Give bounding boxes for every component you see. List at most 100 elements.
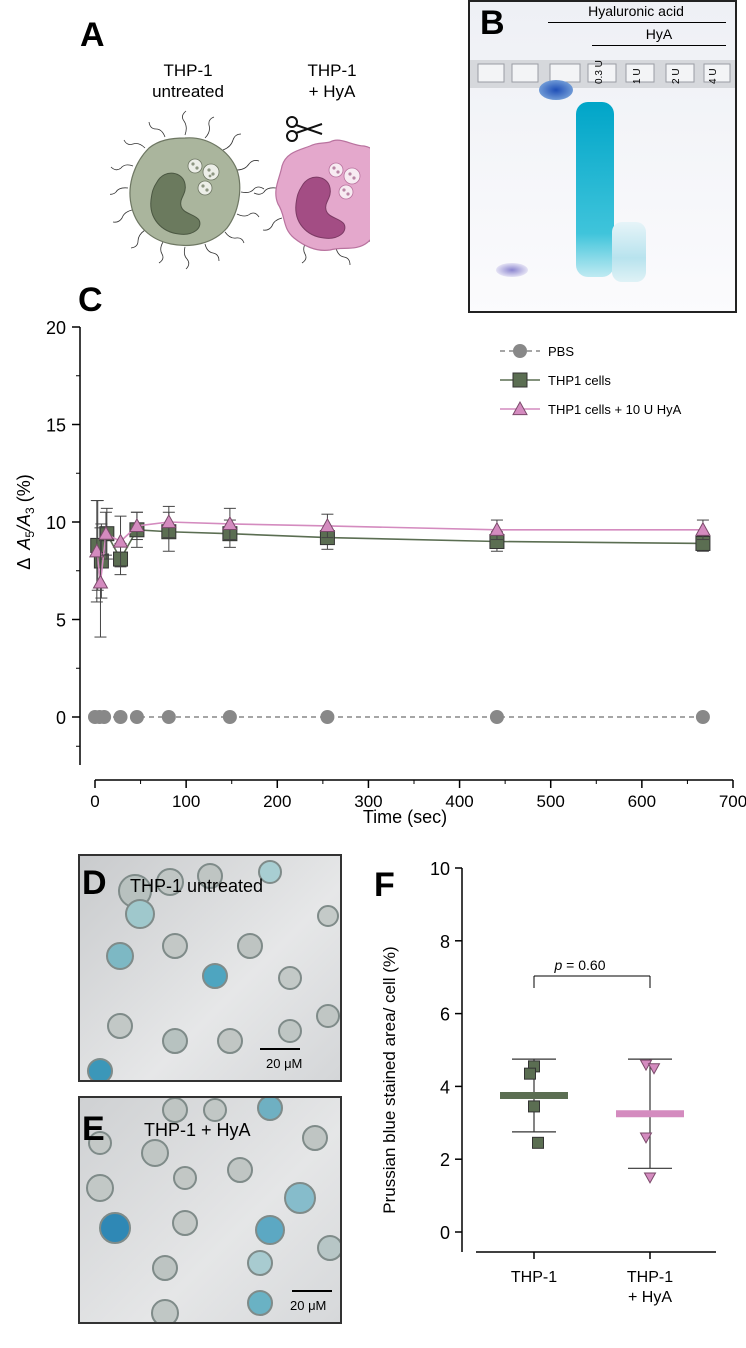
y-tick-label: 0 (56, 708, 66, 728)
x-tick-label: 400 (445, 792, 473, 811)
data-point (129, 517, 145, 532)
panel-a-label: A (80, 16, 105, 54)
treated-title: THP-1 + HyA (262, 60, 402, 102)
group-1 (616, 1058, 684, 1184)
data-point (639, 1132, 653, 1144)
micrograph-untreated: 20 μM (78, 854, 342, 1082)
f-y-tick-label: 2 (440, 1150, 450, 1170)
data-point (129, 710, 144, 724)
f-y-tick-label: 4 (440, 1077, 450, 1097)
data-point (222, 515, 238, 531)
untreated-title: THP-1 untreated (118, 60, 258, 102)
p-value-annotation: p = 0.60 (554, 957, 606, 973)
legend-label: THP1 cells (548, 373, 611, 388)
data-point (160, 513, 177, 529)
scale-label-untreated: 20 μM (266, 1056, 303, 1071)
series-1 (90, 500, 711, 599)
series-0 (88, 710, 710, 724)
legend-marker (512, 400, 528, 416)
gel-lane-label-2: 2 U (671, 68, 682, 84)
cell-illustrations (110, 110, 370, 270)
data-point (643, 1172, 657, 1184)
gel-image (468, 0, 737, 313)
untreated-title-line2: untreated (152, 82, 224, 101)
panel-d-label: D (82, 864, 107, 902)
y-axis-title: Δ A5/A3 (%) (14, 474, 37, 569)
gel-header-hya: HyA (645, 26, 673, 42)
f-category-label-line2: + HyA (628, 1289, 672, 1306)
micrograph-treated-cells (86, 1098, 340, 1322)
x-tick-label: 100 (172, 792, 200, 811)
scissors-icon (286, 116, 323, 142)
micrograph-untreated-title: THP-1 untreated (130, 876, 264, 896)
x-axis-title: Time (sec) (363, 807, 447, 827)
x-tick-label: 200 (263, 792, 291, 811)
scale-label-treated: 20 μM (290, 1298, 327, 1313)
scale-bar-untreated (260, 1048, 300, 1050)
series-2 (88, 500, 711, 638)
gel-drawing (470, 2, 735, 311)
legend-marker (512, 372, 528, 388)
untreated-title-line1: THP-1 (163, 61, 213, 80)
f-category-label: THP-1 (627, 1269, 673, 1286)
legend-label: PBS (548, 344, 574, 359)
panel-f-label: F (374, 866, 395, 904)
scale-bar-treated (292, 1290, 332, 1292)
f-y-axis-title: Prussian blue stained area/ cell (%) (380, 946, 399, 1213)
prussian-blue-chart: 0 2 4 6 8 10 THP-1 THP-1 + HyA Prussian blue sta… (380, 859, 716, 1306)
micrograph-treated: 20 μM (78, 1096, 342, 1324)
f-y-tick-label: 0 (440, 1223, 450, 1243)
f-y-tick-label: 6 (440, 1005, 450, 1025)
f-y-tick-label: 8 (440, 932, 450, 952)
data-point (532, 1136, 544, 1149)
panel-b-label: B (480, 4, 505, 42)
y-tick-label: 20 (46, 318, 66, 338)
micrograph-untreated-cells (87, 860, 340, 1080)
micrograph-treated-title: THP-1 + HyA (144, 1120, 251, 1140)
data-point (489, 710, 504, 724)
untreated-cell-illustration (110, 110, 265, 270)
data-point (647, 1063, 661, 1075)
legend-marker (513, 344, 527, 358)
data-point (524, 1067, 536, 1080)
data-point (695, 710, 710, 724)
panel-c-label: C (78, 281, 103, 319)
gel-lane-label-1: 1 U (632, 68, 643, 84)
x-tick-label: 700 (719, 792, 746, 811)
x-tick-label: 300 (354, 792, 382, 811)
x-tick-label: 500 (537, 792, 565, 811)
f-category-label: THP-1 (511, 1269, 557, 1286)
y-tick-label: 5 (56, 611, 66, 631)
y-tick-label: 15 (46, 416, 66, 436)
data-point (320, 710, 335, 724)
data-point (97, 710, 112, 724)
treated-title-line1: THP-1 (307, 61, 357, 80)
gel-header-hyaluronic-acid: Hyaluronic acid (588, 3, 684, 19)
legend-label: THP1 cells + 10 U HyA (548, 402, 682, 417)
data-point (528, 1100, 540, 1113)
data-point (112, 533, 129, 548)
series-line (96, 528, 703, 562)
gel-lane-label-0: 0.3 U (594, 60, 605, 84)
x-tick-label: 600 (628, 792, 656, 811)
gel-lane-label-3: 4 U (708, 68, 719, 84)
group-0 (500, 1058, 568, 1149)
x-tick-label: 0 (90, 792, 99, 811)
data-point (98, 525, 114, 540)
data-point (161, 710, 176, 724)
panel-e-label: E (82, 1110, 105, 1148)
treated-cell-illustration (253, 116, 370, 266)
data-point (319, 517, 336, 532)
f-y-tick-label: 10 (430, 859, 450, 879)
data-point (489, 521, 505, 536)
data-point (113, 710, 128, 724)
series-line (96, 521, 703, 583)
gel-header-divider-top (548, 22, 726, 23)
y-tick-label: 10 (46, 513, 66, 533)
y-axis-title-delta: Δ (14, 558, 34, 570)
gel-header-divider-sub (592, 45, 726, 46)
treated-title-line2: + HyA (308, 82, 356, 101)
data-point (222, 710, 237, 724)
data-point (695, 521, 711, 536)
